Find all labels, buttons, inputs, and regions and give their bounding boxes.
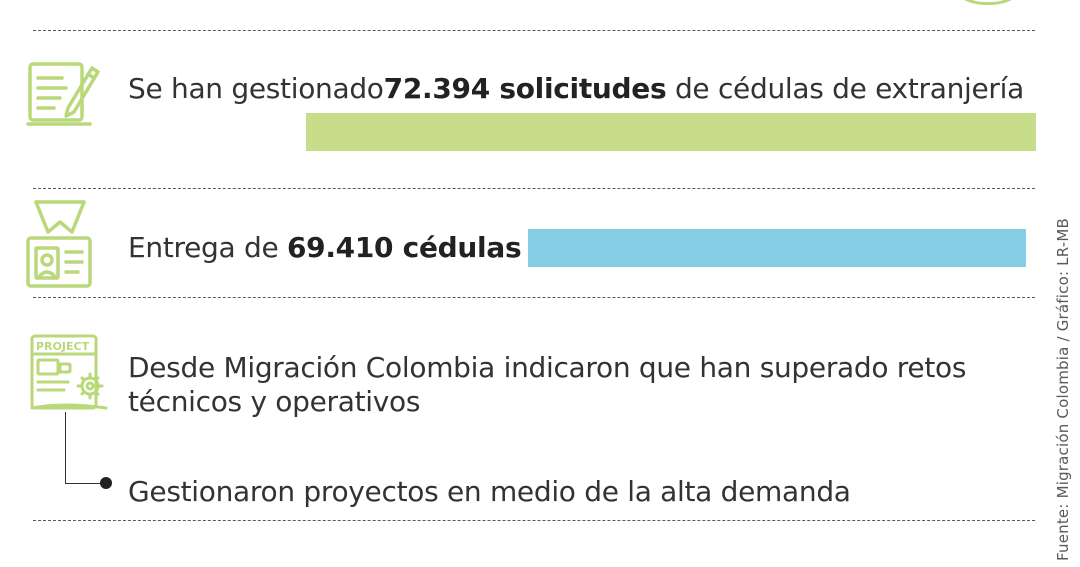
- document-edit-icon: [26, 62, 100, 126]
- divider: [33, 30, 1035, 31]
- sub-item-text: Gestionaron proyectos en medio de la alt…: [128, 475, 851, 508]
- divider: [33, 188, 1035, 189]
- source-credit: Fuente: Migración Colombia / Gráfico: LR…: [1054, 217, 1072, 561]
- connector-line: [65, 412, 66, 484]
- decorative-circle: [940, 0, 1036, 5]
- requests-text: Se han gestionado72.394 solicitudes de c…: [128, 72, 1024, 105]
- delivered-text: Entrega de 69.410 cédulas: [128, 231, 522, 264]
- migration-statement-line2: técnicos y operativos: [128, 385, 421, 418]
- delivered-bar: [528, 229, 1026, 267]
- project-gear-icon: PROJECT: [30, 334, 108, 410]
- project-icon-label: PROJECT: [36, 340, 90, 353]
- requests-bar: [306, 113, 1036, 151]
- divider: [33, 297, 1035, 298]
- id-badge-icon: [26, 200, 92, 288]
- bullet-dot: [100, 477, 112, 489]
- divider: [33, 520, 1035, 521]
- connector-line: [65, 483, 105, 484]
- migration-statement-line1: Desde Migración Colombia indicaron que h…: [128, 351, 967, 384]
